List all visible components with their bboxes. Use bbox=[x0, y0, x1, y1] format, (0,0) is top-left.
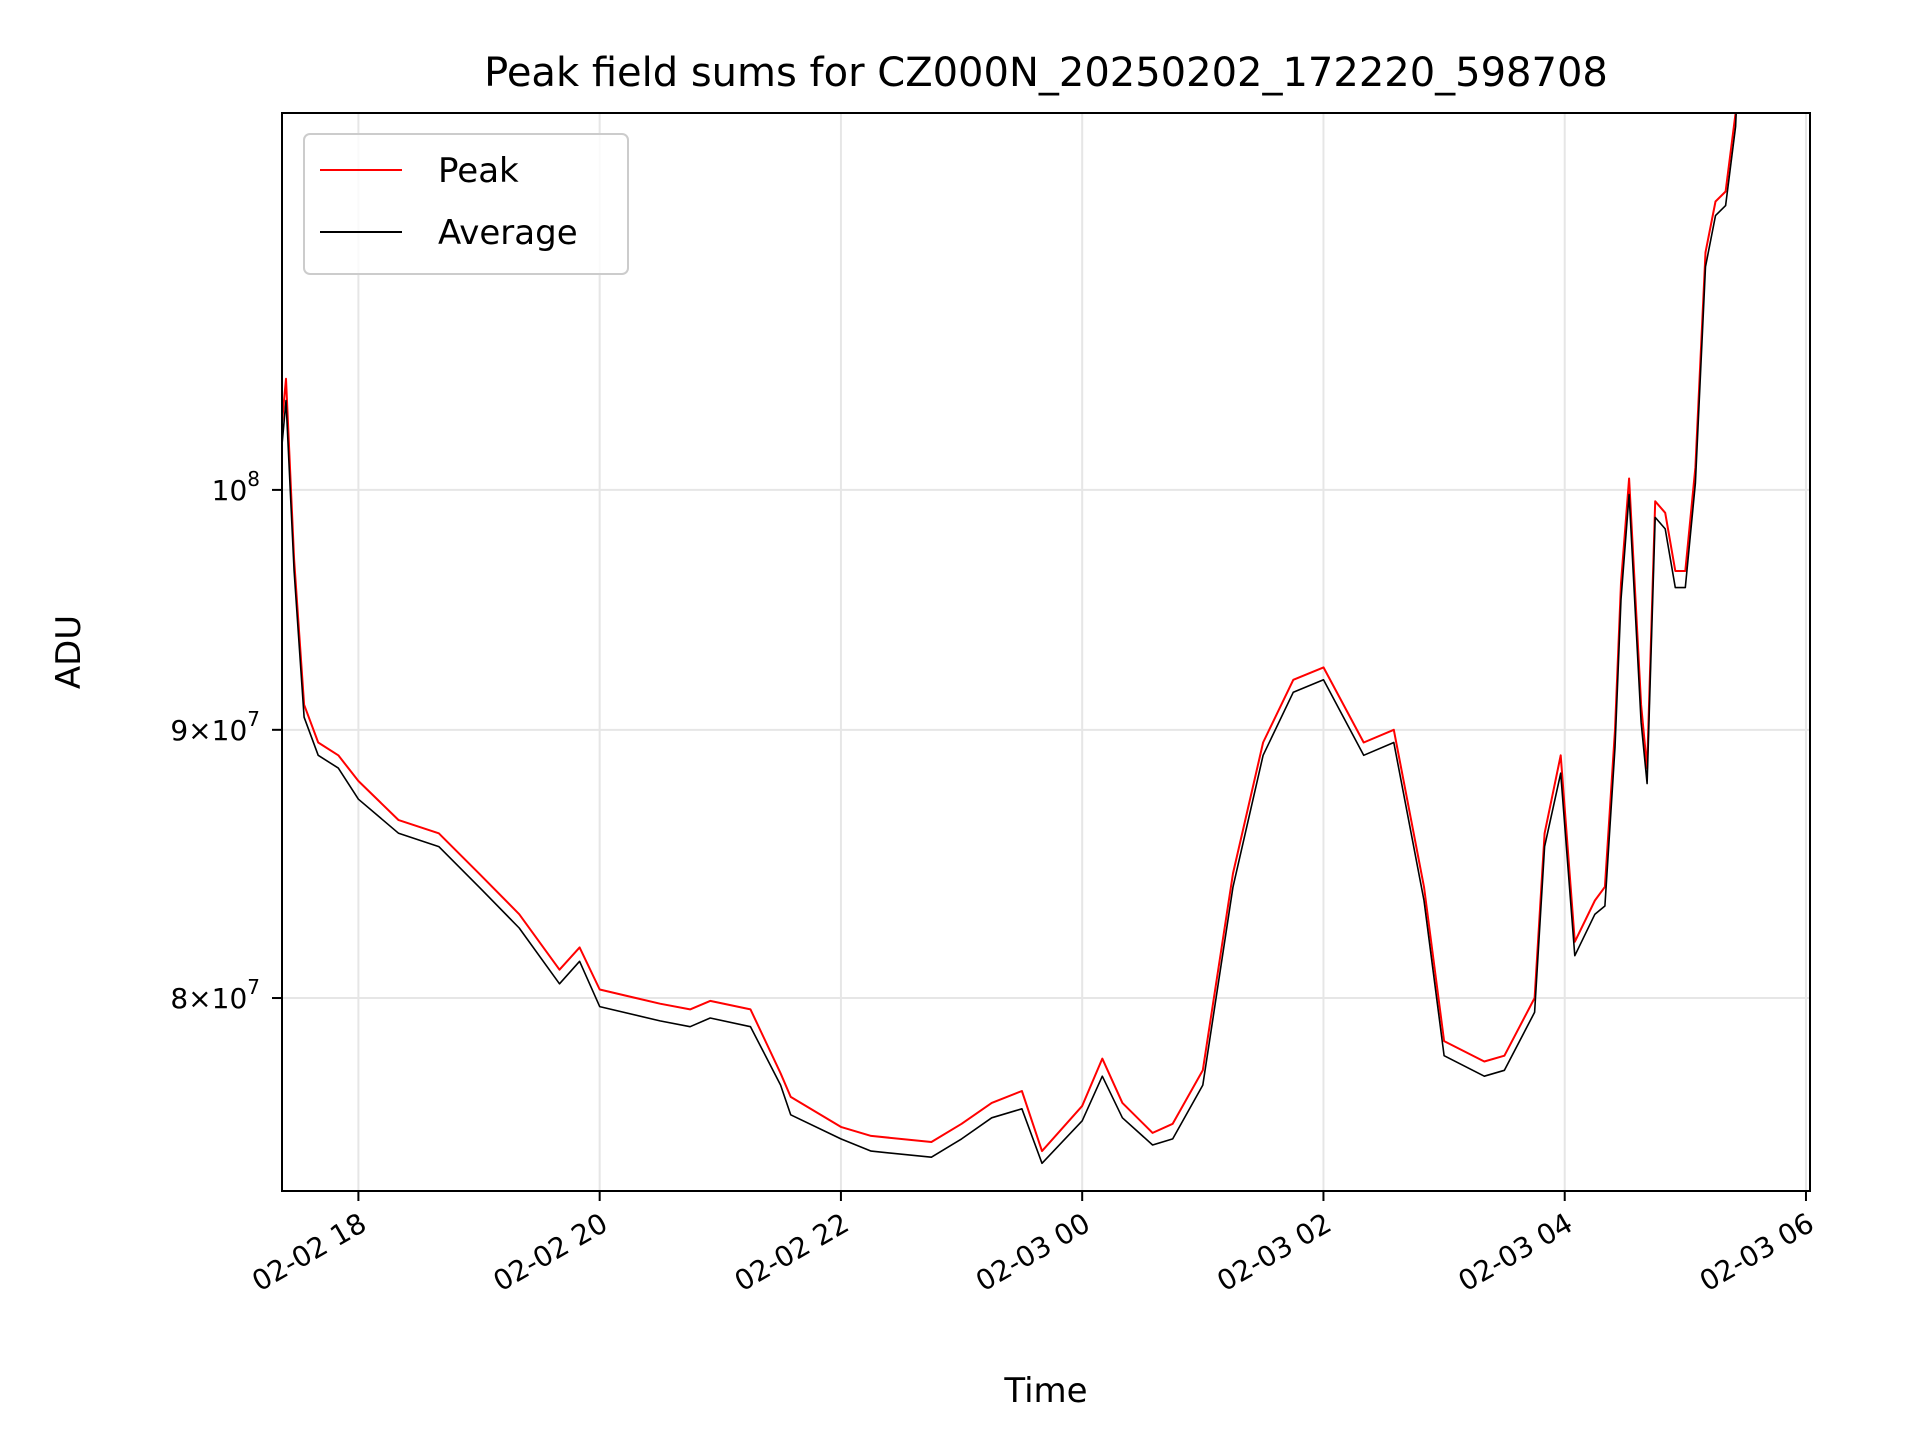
grid bbox=[282, 113, 1810, 1191]
y-tick-base: 10 bbox=[212, 714, 248, 747]
y-tick-label: 108 bbox=[212, 467, 260, 507]
y-tick-mantissa: 9 bbox=[170, 714, 188, 747]
legend-label-average: Average bbox=[438, 213, 578, 253]
plot-lines bbox=[282, 113, 1737, 1165]
y-tick-exponent: 8 bbox=[247, 467, 260, 491]
y-tick-exponent: 7 bbox=[247, 707, 260, 731]
series-line-peak bbox=[282, 113, 1737, 1153]
y-tick-times: × bbox=[188, 714, 211, 747]
y-tick-exponent: 7 bbox=[247, 975, 260, 999]
chart-title: Peak field sums for CZ000N_20250202_1722… bbox=[484, 50, 1608, 96]
legend-label-peak: Peak bbox=[438, 151, 519, 191]
legend: Peak Average bbox=[303, 133, 629, 275]
y-tick-mantissa: 8 bbox=[170, 982, 188, 1015]
y-tick-label: 8×107 bbox=[170, 975, 260, 1015]
series-line-average bbox=[282, 113, 1737, 1165]
y-tick-base: 10 bbox=[212, 474, 248, 507]
y-tick-base: 10 bbox=[212, 982, 248, 1015]
plot-frame bbox=[281, 112, 1811, 1192]
y-tick-label: 9×107 bbox=[170, 707, 260, 747]
y-axis-label: ADU bbox=[49, 615, 89, 689]
x-axis-label: Time bbox=[1003, 1371, 1087, 1411]
y-tick-times: × bbox=[188, 982, 211, 1015]
